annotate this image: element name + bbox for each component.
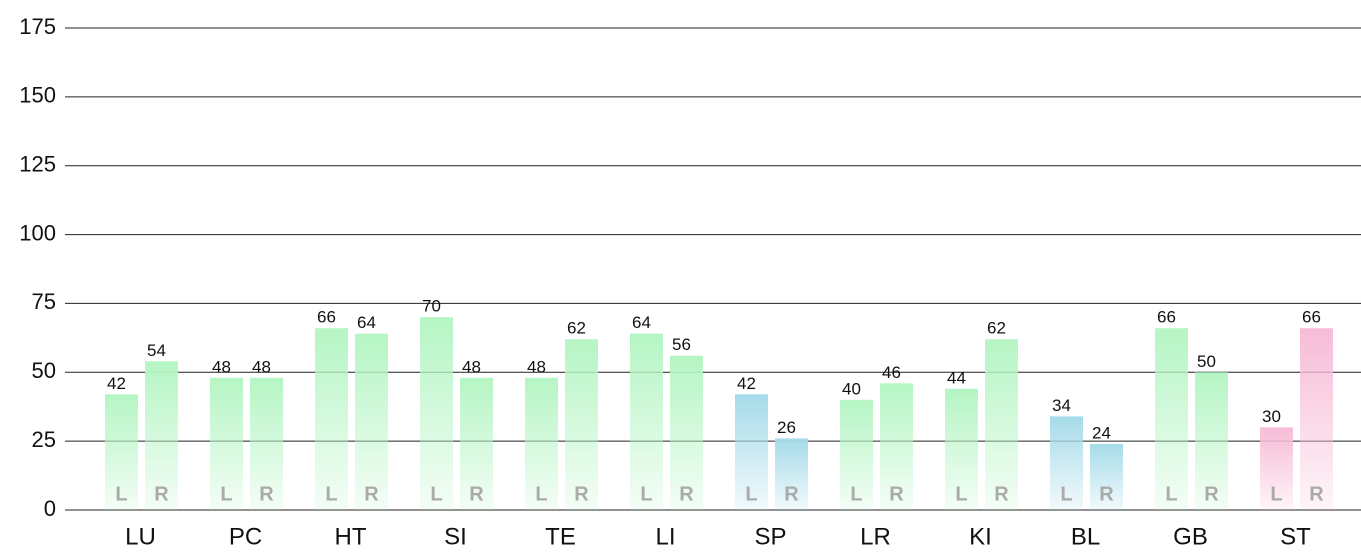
value-label: 48: [212, 357, 231, 376]
bar-side-label: R: [889, 483, 904, 505]
bar: [315, 328, 348, 510]
y-tick-label: 125: [19, 152, 56, 177]
bar: [145, 361, 178, 510]
x-tick-label: TE: [545, 523, 576, 550]
y-tick-label: 175: [19, 14, 56, 39]
bar: [945, 388, 978, 510]
value-label: 48: [252, 357, 271, 376]
value-label: 56: [672, 335, 691, 354]
bar-side-label: L: [640, 483, 652, 505]
bar: [1195, 372, 1228, 510]
value-label: 34: [1052, 396, 1071, 415]
bar: [985, 339, 1018, 510]
value-label: 26: [777, 418, 796, 437]
bar-side-label: L: [430, 483, 442, 505]
x-tick-label: HT: [335, 523, 367, 550]
bar: [880, 383, 913, 510]
value-label: 24: [1092, 423, 1111, 442]
bar-side-label: R: [784, 483, 799, 505]
value-label: 62: [567, 319, 586, 338]
bar-side-label: L: [1165, 483, 1177, 505]
bar: [525, 377, 558, 510]
x-tick-label: LR: [860, 523, 891, 550]
x-tick-label: ST: [1280, 523, 1311, 550]
x-tick-label: LU: [125, 523, 156, 550]
bar: [1090, 443, 1123, 510]
bar-side-label: R: [1204, 483, 1219, 505]
bar-side-label: R: [364, 483, 379, 505]
x-tick-label: BL: [1071, 523, 1100, 550]
bar-side-label: R: [1309, 483, 1324, 505]
bar: [1260, 427, 1293, 510]
value-label: 42: [107, 374, 126, 393]
value-label: 46: [882, 363, 901, 382]
value-label: 70: [422, 297, 441, 316]
bar-side-label: L: [1060, 483, 1072, 505]
value-label: 40: [842, 379, 861, 398]
x-tick-label: SI: [444, 523, 467, 550]
bar: [420, 317, 453, 510]
bar: [630, 333, 663, 510]
value-label: 66: [1157, 308, 1176, 327]
bar-side-label: R: [679, 483, 694, 505]
value-label: 48: [527, 357, 546, 376]
bar: [1300, 328, 1333, 510]
bar: [250, 377, 283, 510]
bar: [1155, 328, 1188, 510]
bar-side-label: L: [745, 483, 757, 505]
bar: [670, 355, 703, 510]
x-tick-label: KI: [969, 523, 992, 550]
bar-side-label: L: [220, 483, 232, 505]
bar-side-label: R: [574, 483, 589, 505]
bar: [210, 377, 243, 510]
bar: [840, 399, 873, 510]
bar-side-label: R: [259, 483, 274, 505]
bar: [775, 438, 808, 510]
value-label: 66: [1302, 308, 1321, 327]
bar-side-label: R: [154, 483, 169, 505]
bar: [355, 333, 388, 510]
value-label: 42: [737, 374, 756, 393]
bar: [1050, 416, 1083, 510]
x-tick-label: LI: [655, 523, 675, 550]
bar: [735, 394, 768, 510]
y-tick-label: 0: [44, 496, 56, 521]
value-label: 64: [632, 313, 651, 332]
bar-side-label: R: [994, 483, 1009, 505]
value-label: 66: [317, 308, 336, 327]
x-tick-label: PC: [229, 523, 262, 550]
y-tick-label: 50: [32, 358, 56, 383]
value-label: 50: [1197, 352, 1216, 371]
bar-side-label: L: [325, 483, 337, 505]
y-tick-label: 100: [19, 220, 56, 245]
x-tick-label: SP: [754, 523, 786, 550]
y-tick-label: 150: [19, 83, 56, 108]
bar-side-label: R: [1099, 483, 1114, 505]
value-label: 44: [947, 368, 966, 387]
bar-side-label: L: [955, 483, 967, 505]
value-label: 64: [357, 313, 376, 332]
value-label: 62: [987, 319, 1006, 338]
bar: [105, 394, 138, 510]
bar-side-label: L: [850, 483, 862, 505]
bar: [565, 339, 598, 510]
y-tick-label: 25: [32, 427, 56, 452]
bar: [460, 377, 493, 510]
x-tick-label: GB: [1173, 523, 1208, 550]
y-tick-label: 75: [32, 289, 56, 314]
value-label: 48: [462, 357, 481, 376]
value-label: 54: [147, 341, 166, 360]
value-label: 30: [1262, 407, 1281, 426]
bar-side-label: L: [1270, 483, 1282, 505]
bar-side-label: L: [115, 483, 127, 505]
bar-side-label: L: [535, 483, 547, 505]
bar-side-label: R: [469, 483, 484, 505]
